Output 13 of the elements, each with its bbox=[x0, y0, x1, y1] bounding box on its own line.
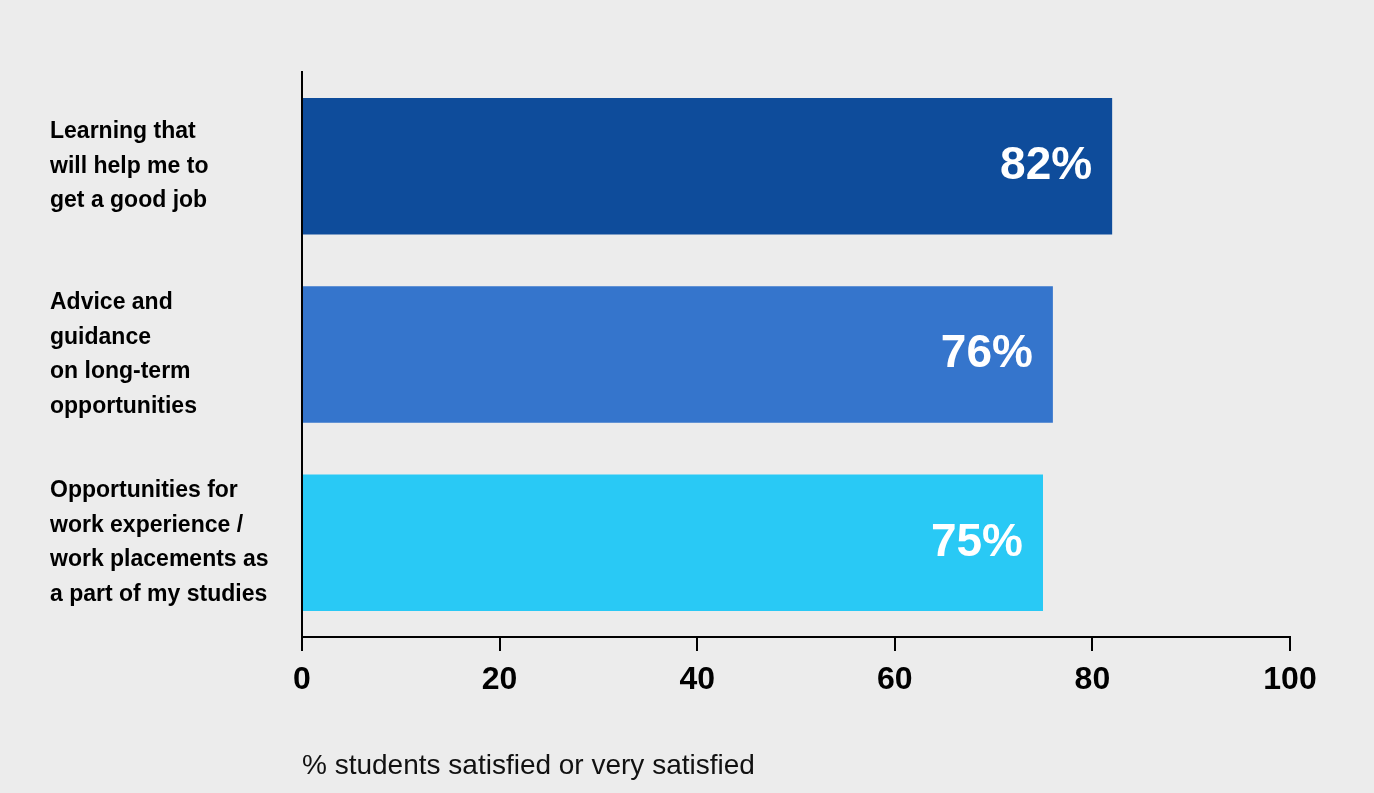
y-tick-label: Advice and guidance on long-term opportunities bbox=[50, 288, 197, 418]
x-tick-label: 0 bbox=[293, 660, 311, 697]
x-tick-label: 60 bbox=[877, 660, 913, 697]
x-tick-label: 80 bbox=[1074, 660, 1111, 697]
data-label: 75% bbox=[930, 513, 1023, 566]
x-axis-title: % students satisfied or very satisfied bbox=[302, 748, 755, 780]
data-label: 76% bbox=[940, 325, 1033, 378]
y-tick-label: Opportunities for work experience / work placements as a part of my studies bbox=[49, 476, 269, 606]
x-tick-label: 40 bbox=[679, 660, 715, 697]
data-label: 82% bbox=[1000, 136, 1093, 189]
x-tick-label: 20 bbox=[481, 660, 518, 697]
y-tick-label: Learning that will help me to get a good job bbox=[49, 117, 209, 213]
x-tick-label: 100 bbox=[1263, 660, 1317, 697]
